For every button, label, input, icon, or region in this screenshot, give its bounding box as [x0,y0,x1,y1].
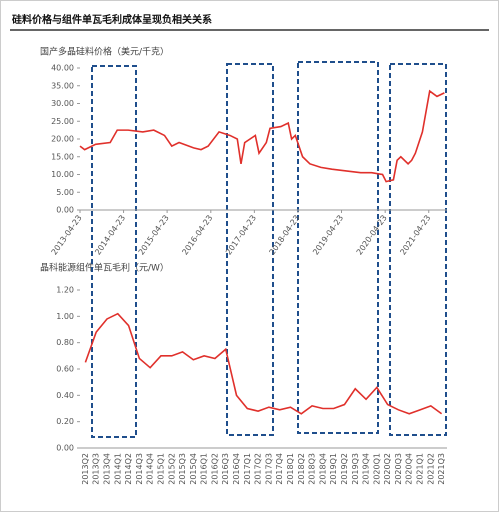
x-tick-label: 2013Q3 [92,453,101,485]
y-tick-label: 20.00 [51,135,74,144]
y-axis-title: 国产多晶硅料价格（美元/千克） [40,46,169,58]
y-tick-label: 25.00 [51,117,74,126]
y-tick-label: 30.00 [51,99,74,108]
x-tick-label: 2019Q1 [329,453,338,485]
x-tick-label: 2021Q1 [416,453,425,485]
y-tick-label: 0.00 [56,206,74,215]
x-tick-label: 2017Q3 [264,453,273,485]
x-tick-label: 2017Q2 [254,453,263,485]
x-tick-label: 2016Q4 [232,453,241,485]
x-tick-label: 2018Q2 [297,453,306,485]
x-tick-label: 2019Q2 [340,453,349,485]
y-tick-label: 0.20 [56,417,74,426]
highlight-box [226,63,274,436]
y-tick-label: 10.00 [51,170,74,179]
y-tick-label: 5.00 [56,188,74,197]
x-tick-label: 2016Q2 [210,453,219,485]
chart-title: 硅料价格与组件单瓦毛利成体呈现负相关关系 [12,13,212,26]
highlight-box [297,61,379,434]
highlight-box [389,63,447,436]
x-tick-label: 2021Q3 [437,453,446,485]
y-tick-label: 40.00 [51,64,74,73]
highlight-boxes [91,61,447,438]
highlight-box [91,65,137,438]
x-tick-label: 2018Q1 [286,453,295,485]
x-tick-label: 2014Q1 [113,453,122,485]
x-tick-label: 2020Q3 [394,453,403,485]
y-tick-label: 15.00 [51,152,74,161]
y-tick-label: 35.00 [51,81,74,90]
x-tick-label: 2019Q3 [351,453,360,485]
y-tick-label: 0.80 [56,338,74,347]
y-tick-label: 0.00 [56,444,74,453]
x-tick-label: 2018Q4 [318,453,327,485]
y-tick-label: 1.20 [56,286,74,295]
data-line [84,312,443,415]
x-tick-label: 2018Q3 [308,453,317,485]
x-tick-label: 2016Q3 [221,453,230,485]
x-tick-label: 2020Q2 [383,453,392,485]
y-tick-label: 1.00 [56,312,74,321]
y-axis-title: 晶科能源组件单瓦毛利（元/W） [40,262,169,274]
x-tick-label: 2013Q4 [102,453,111,485]
x-tick-label: 2017Q4 [275,453,284,485]
x-tick-label: 2021Q2 [426,453,435,485]
x-tick-label: 2015Q3 [178,453,187,485]
data-line [79,89,445,183]
x-tick-label: 2020Q1 [372,453,381,485]
x-tick-label: 2016Q1 [200,453,209,485]
x-tick-label: 2015Q2 [167,453,176,485]
x-tick-label: 2013Q2 [81,453,90,485]
x-tick-label: 2014Q3 [135,453,144,485]
x-tick-label: 2014Q2 [124,453,133,485]
x-tick-label: 2017Q1 [243,453,252,485]
x-tick-label: 2019Q4 [362,453,371,485]
x-tick-label: 2015Q1 [156,453,165,485]
x-tick-label: 2014Q4 [146,453,155,485]
y-tick-label: 0.60 [56,365,74,374]
y-tick-label: 0.40 [56,391,74,400]
x-tick-label: 2015Q4 [189,453,198,485]
x-tick-label: 2020Q4 [405,453,414,485]
